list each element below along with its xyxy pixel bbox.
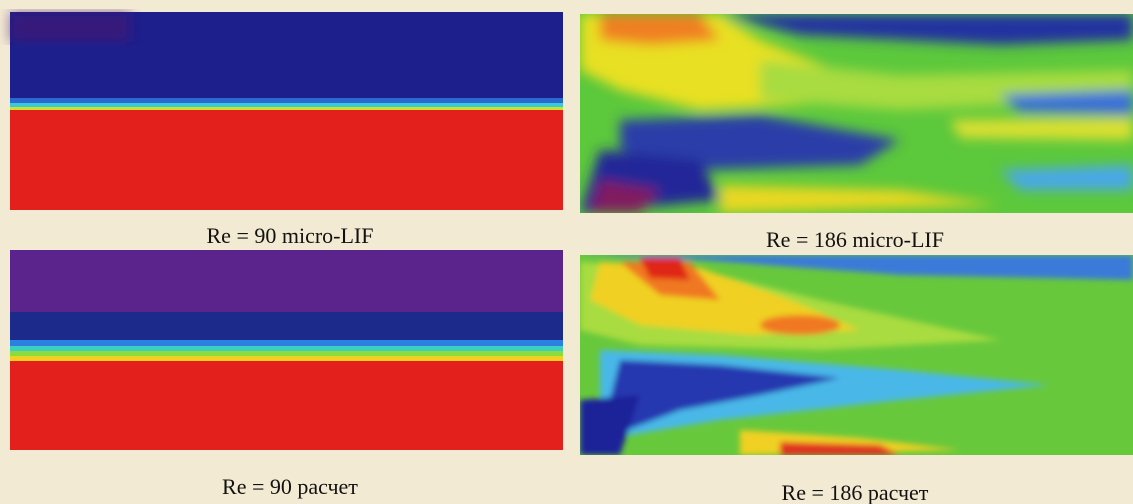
figure: Re = 90 micro-LIF Re = 186 micro-LIF Re … — [0, 0, 1133, 504]
panel-re90-lif — [10, 12, 563, 210]
caption: Re = 186 micro-LIF — [766, 227, 944, 252]
panel-re186-calc — [580, 255, 1133, 455]
caption: Re = 90 расчет — [222, 474, 358, 499]
caption: Re = 186 расчет — [782, 480, 929, 504]
panel-re186-lif — [580, 14, 1133, 213]
panel-re90-calc — [10, 250, 563, 450]
caption: Re = 90 micro-LIF — [207, 223, 374, 248]
